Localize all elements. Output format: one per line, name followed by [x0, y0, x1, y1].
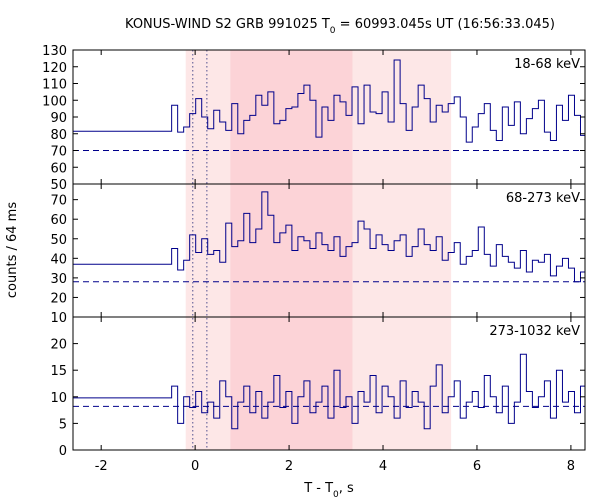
- y-tick-label: 60: [50, 161, 67, 176]
- y-tick-label: 50: [50, 178, 67, 193]
- lightcurve-series-2: [73, 353, 585, 430]
- lightcurve-series-0: [73, 59, 585, 143]
- y-tick-label: 80: [50, 128, 67, 143]
- panel-energy-label-0: 18-68 keV: [514, 57, 580, 72]
- y-tick-label: 130: [42, 44, 67, 59]
- x-axis-label: T - T0, s: [303, 481, 354, 500]
- y-tick-label: 110: [42, 78, 67, 93]
- x-tick-label: 2: [285, 459, 293, 474]
- x-tick-label: 6: [473, 459, 481, 474]
- y-axis-label: counts / 64 ms: [5, 202, 20, 298]
- x-tick-label: 8: [567, 459, 575, 474]
- y-tick-label: 10: [50, 311, 67, 326]
- y-tick-label: 90: [50, 111, 67, 126]
- panel-energy-label-1: 68-273 keV: [506, 191, 580, 206]
- y-tick-label: 60: [50, 213, 67, 228]
- chart-title: KONUS-WIND S2 GRB 991025 T0 = 60993.045s…: [125, 17, 555, 36]
- y-tick-label: 30: [50, 272, 67, 287]
- y-tick-label: 20: [50, 338, 67, 353]
- y-tick-label: 5: [59, 417, 67, 432]
- x-tick-label: -2: [95, 459, 108, 474]
- y-tick-label: 20: [50, 291, 67, 306]
- y-tick-label: 10: [50, 391, 67, 406]
- y-tick-label: 40: [50, 252, 67, 267]
- y-tick-label: 100: [42, 94, 67, 109]
- y-tick-label: 120: [42, 61, 67, 76]
- y-tick-label: 50: [50, 233, 67, 248]
- panel-energy-label-2: 273-1032 keV: [489, 324, 580, 339]
- x-tick-label: 4: [379, 459, 387, 474]
- y-tick-label: 0: [59, 444, 67, 459]
- y-tick-label: 70: [50, 145, 67, 160]
- lightcurve-series-1: [73, 191, 585, 283]
- x-tick-label: 0: [191, 459, 199, 474]
- y-tick-label: 70: [50, 194, 67, 209]
- y-tick-label: 15: [50, 364, 67, 379]
- panel-frame-2: [72, 316, 586, 451]
